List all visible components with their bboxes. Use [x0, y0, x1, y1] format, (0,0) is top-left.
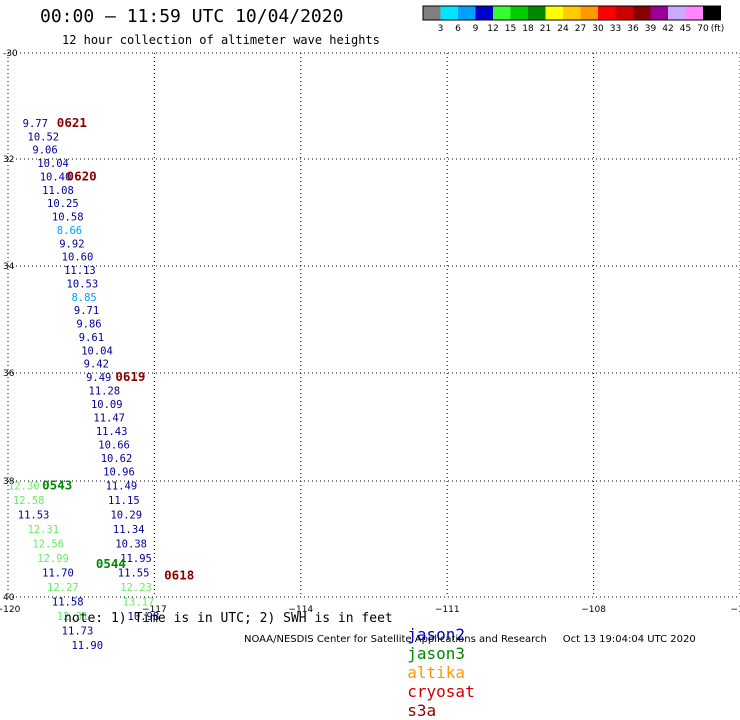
swh-value: 11.49	[106, 481, 138, 493]
swh-value: 11.43	[96, 426, 128, 438]
swh-value: 9.71	[74, 305, 99, 317]
swh-value: 11.34	[113, 524, 145, 536]
footer-org: NOAA/NESDIS Center for Satellite Applica…	[244, 634, 547, 645]
legend-altika: altika	[407, 663, 465, 682]
swh-value: 11.53	[18, 510, 50, 522]
swh-value: 9.06	[32, 145, 57, 157]
lat-tick-label: -30	[3, 49, 18, 59]
swh-value: 11.28	[89, 386, 121, 398]
swh-value: 10.04	[37, 158, 69, 170]
swh-value: 10.66	[98, 440, 130, 452]
swh-value: 10.09	[91, 399, 123, 411]
legend-s3a: s3a	[407, 701, 436, 720]
lat-tick-label: 32	[3, 155, 14, 165]
swh-value: 10.96	[103, 467, 135, 479]
swh-value: 12.99	[37, 553, 69, 565]
pass-id-label: 0620	[67, 168, 97, 183]
swh-value: 11.58	[52, 597, 84, 609]
lat-tick-label: 36	[3, 369, 15, 379]
swh-value: 12.56	[32, 539, 64, 551]
footer: NOAA/NESDIS Center for Satellite Applica…	[244, 634, 696, 645]
swh-value: 10.04	[81, 345, 113, 357]
swh-value: 9.92	[59, 238, 84, 250]
swh-value: 10.38	[115, 539, 147, 551]
pass-id-label: 0618	[164, 568, 194, 583]
lat-tick-label: 34	[3, 262, 15, 272]
swh-value: 9.49	[86, 372, 111, 384]
swh-value: 11.73	[62, 626, 94, 638]
swh-value: 11.08	[42, 185, 74, 197]
swh-value: 11.47	[93, 413, 125, 425]
swh-value: 9.86	[76, 319, 101, 331]
pass-id-label: 0544	[96, 556, 126, 571]
swh-value: 10.58	[52, 212, 84, 224]
swh-value: 11.13	[64, 265, 96, 277]
swh-value: 12.23	[120, 582, 152, 594]
swh-value: 10.53	[67, 278, 99, 290]
swh-value: 9.42	[84, 359, 109, 371]
swh-value: 13.17	[123, 597, 155, 609]
swh-value: 11.15	[108, 495, 140, 507]
note-text: note: 1) Time is in UTC; 2) SWH is in fe…	[64, 611, 393, 626]
pass-id-label: 0619	[115, 369, 145, 384]
lon-tick-label: −10	[731, 605, 740, 615]
swh-value: 10.52	[28, 131, 60, 143]
swh-value: 12.27	[47, 582, 79, 594]
pass-id-label: 0543	[42, 478, 72, 493]
swh-value: 10.62	[101, 453, 133, 465]
lon-tick-label: −120	[0, 605, 21, 615]
lon-tick-label: −108	[581, 605, 606, 615]
swh-value: 10.25	[47, 198, 79, 210]
satellite-legend: jason2 jason3 altika cryosat s3a	[388, 606, 475, 720]
swh-value: 10.60	[62, 252, 94, 264]
pass-id-label: 0621	[57, 115, 87, 130]
swh-value: 8.85	[71, 292, 96, 304]
lat-tick-label: 40	[3, 593, 15, 603]
swh-value: 12.30	[8, 481, 40, 493]
legend-cryosat: cryosat	[407, 682, 474, 701]
legend-jason3: jason3	[407, 644, 465, 663]
swh-value: 9.61	[79, 332, 104, 344]
footer-timestamp: Oct 13 19:04:04 UTC 2020	[563, 634, 696, 645]
swh-value: 12.58	[13, 495, 45, 507]
swh-value: 12.31	[28, 524, 60, 536]
swh-value: 11.90	[71, 640, 103, 650]
swh-value: 10.29	[110, 510, 142, 522]
swh-value: 9.77	[23, 118, 48, 130]
swh-value: 8.66	[57, 225, 82, 237]
swh-value: 11.70	[42, 568, 74, 580]
